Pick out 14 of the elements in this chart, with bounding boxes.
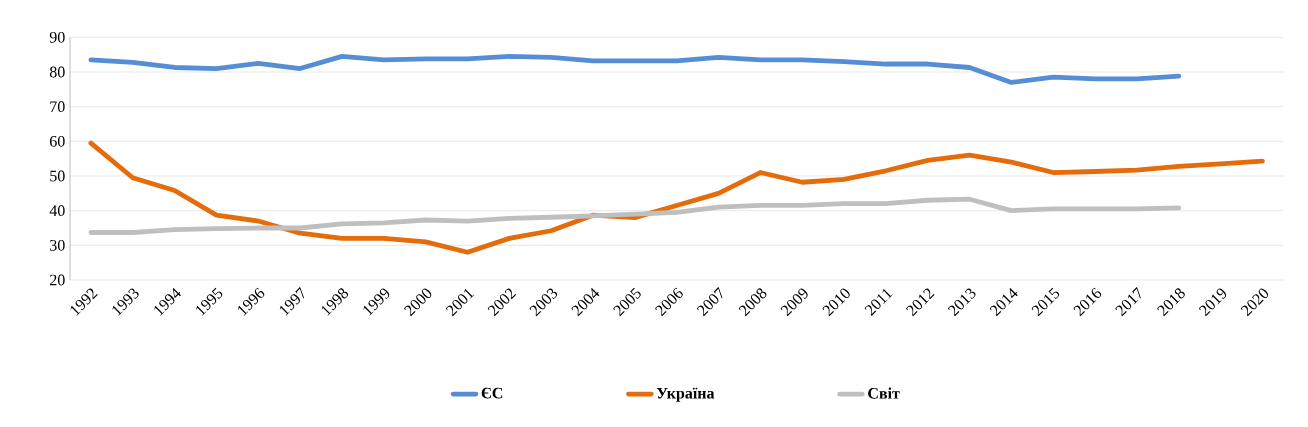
line-series — [88, 140, 1265, 255]
y-tick-label: 80 — [49, 66, 65, 78]
y-tick-label: 60 — [50, 135, 65, 147]
y-tick-label: 20 — [50, 274, 65, 286]
y-tick-label: 40 — [49, 205, 65, 217]
y-tick-label: 70 — [50, 101, 65, 113]
x-tick-label: 2011 — [864, 288, 893, 316]
y-tick-label: 90 — [49, 31, 65, 43]
legend-label: ЄС — [481, 387, 503, 399]
legend-label: Світ — [868, 387, 900, 399]
legend-label: Україна — [656, 387, 715, 402]
x-tick-label: 2001 — [445, 288, 475, 317]
y-tick-label: 30 — [50, 239, 65, 251]
y-tick-label: 50 — [50, 170, 65, 182]
